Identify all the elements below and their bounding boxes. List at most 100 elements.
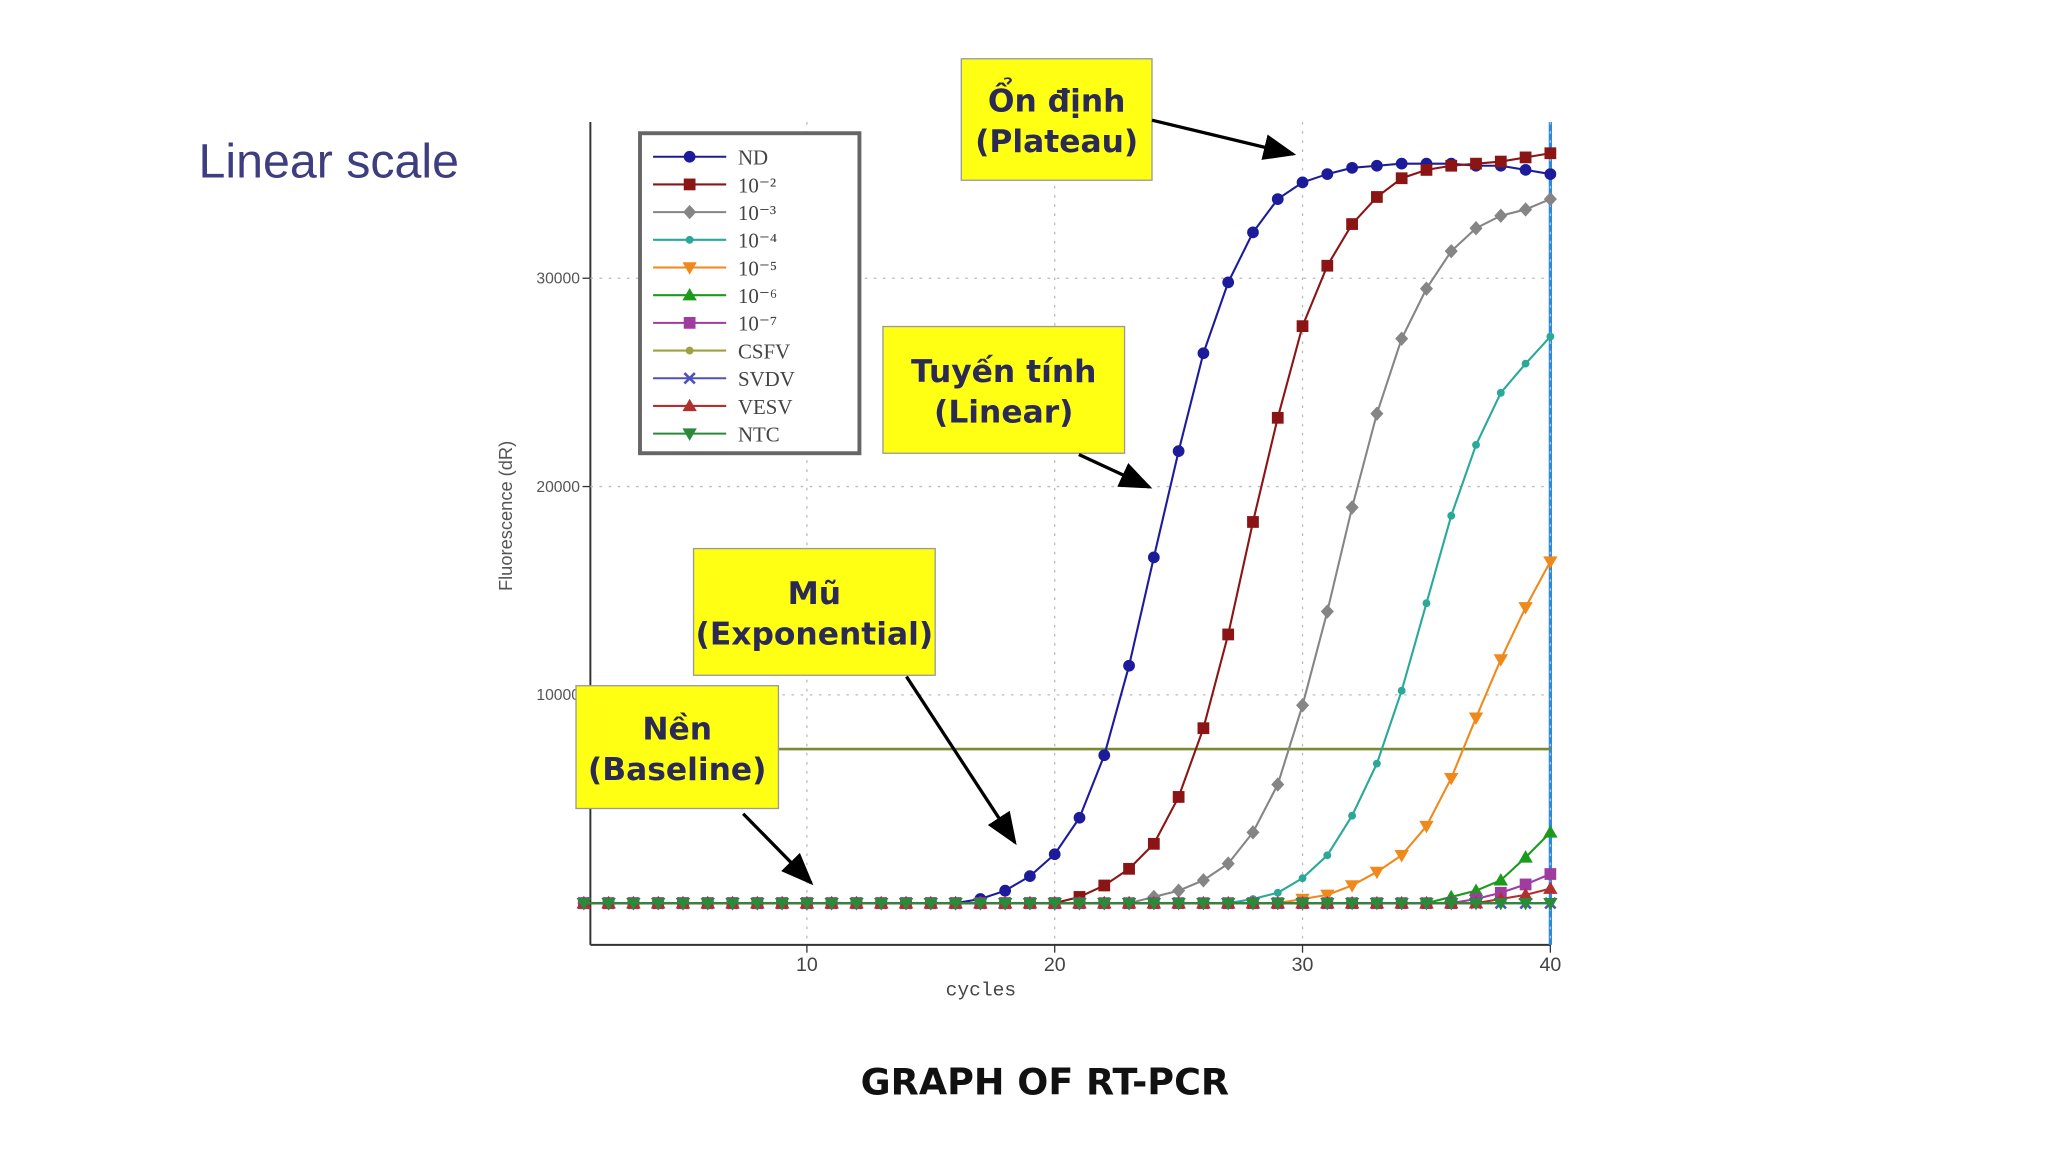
- marker: [1221, 897, 1236, 911]
- marker: [1344, 897, 1360, 911]
- marker: [1348, 811, 1357, 820]
- marker: [1518, 897, 1533, 911]
- annotation-arrow: [905, 675, 1017, 846]
- marker: [675, 897, 691, 911]
- x-tick-label: 10: [796, 954, 818, 976]
- x-tick-label: 20: [1044, 954, 1066, 976]
- legend-label: 10⁻⁷: [738, 312, 777, 336]
- annotation-box: [575, 685, 780, 810]
- marker: [1273, 888, 1282, 897]
- marker: [948, 897, 963, 911]
- marker: [576, 897, 592, 911]
- marker: [1346, 161, 1358, 174]
- marker: [1222, 276, 1235, 289]
- marker: [997, 897, 1013, 911]
- marker: [1247, 226, 1259, 239]
- marker: [1468, 712, 1484, 725]
- marker: [1123, 862, 1135, 875]
- legend-label: 10⁻⁶: [738, 284, 777, 308]
- marker: [1295, 897, 1310, 911]
- marker: [874, 897, 889, 911]
- marker: [1197, 722, 1210, 735]
- y-tick-label: 20000: [536, 479, 580, 496]
- x-tick-label: 40: [1539, 954, 1561, 976]
- marker: [1544, 168, 1557, 180]
- marker: [601, 897, 616, 911]
- marker: [1544, 147, 1557, 160]
- marker: [1022, 897, 1038, 911]
- marker: [1444, 243, 1458, 259]
- marker: [1493, 654, 1508, 667]
- marker: [1419, 897, 1434, 911]
- marker: [824, 897, 839, 911]
- marker: [1346, 218, 1358, 230]
- annotation-box: [882, 325, 1126, 454]
- marker: [898, 897, 914, 911]
- annotation-text: (Plateau): [975, 124, 1138, 160]
- y-tick-label: 30000: [536, 270, 580, 287]
- marker: [1395, 331, 1409, 346]
- marker: [1345, 500, 1359, 515]
- marker: [1543, 881, 1558, 894]
- marker: [1543, 556, 1558, 569]
- marker: [999, 884, 1012, 897]
- marker: [1518, 602, 1533, 615]
- marker: [1395, 157, 1408, 170]
- marker: [1519, 878, 1532, 891]
- marker: [1543, 191, 1557, 207]
- subtitle: Linear scale: [199, 135, 460, 189]
- marker: [1024, 870, 1036, 882]
- annotation-arrow: [1151, 118, 1297, 160]
- marker: [1320, 897, 1335, 911]
- marker: [1197, 347, 1210, 360]
- marker: [1371, 159, 1383, 172]
- legend-marker: [682, 262, 697, 275]
- marker: [1048, 848, 1061, 861]
- marker: [1247, 516, 1259, 528]
- legend-marker: [683, 204, 697, 220]
- marker: [1543, 897, 1558, 911]
- marker: [1494, 155, 1507, 168]
- marker: [651, 897, 666, 911]
- legend-marker: [683, 150, 696, 163]
- marker: [1394, 897, 1409, 911]
- marker: [1372, 759, 1381, 768]
- legend-label: 10⁻⁵: [738, 256, 777, 280]
- legend-marker: [683, 178, 696, 191]
- legend-label: NTC: [738, 422, 780, 446]
- marker: [1296, 176, 1309, 189]
- legend-box: [638, 131, 862, 456]
- legend-marker: [683, 316, 696, 329]
- marker: [1519, 164, 1532, 176]
- marker: [1419, 820, 1434, 834]
- marker: [923, 897, 938, 911]
- marker: [1047, 897, 1062, 911]
- marker: [849, 897, 864, 911]
- marker: [799, 897, 815, 911]
- y-axis-label: Fluorescence (dR): [495, 441, 516, 591]
- marker: [1344, 880, 1360, 893]
- marker: [1147, 837, 1160, 850]
- marker: [1472, 440, 1480, 449]
- legend-label: 10⁻³: [738, 201, 776, 225]
- legend-label: ND: [738, 146, 768, 170]
- x-axis-label: cycles: [946, 979, 1017, 1001]
- marker: [1371, 191, 1383, 203]
- marker: [1098, 749, 1111, 762]
- annotation-text: Tuyến tính: [911, 353, 1096, 390]
- marker: [1369, 897, 1385, 911]
- legend-label: SVDV: [738, 367, 795, 391]
- marker: [1321, 259, 1334, 272]
- marker: [1222, 628, 1235, 641]
- legend-marker: [683, 372, 696, 385]
- marker: [1123, 659, 1135, 672]
- marker: [1171, 897, 1186, 911]
- marker: [1298, 874, 1307, 883]
- marker: [1296, 698, 1310, 713]
- marker: [1270, 897, 1285, 911]
- marker: [1445, 159, 1458, 172]
- marker: [1395, 172, 1408, 185]
- marker: [1521, 359, 1530, 368]
- chart-title: GRAPH OF RT-PCR: [861, 1061, 1229, 1104]
